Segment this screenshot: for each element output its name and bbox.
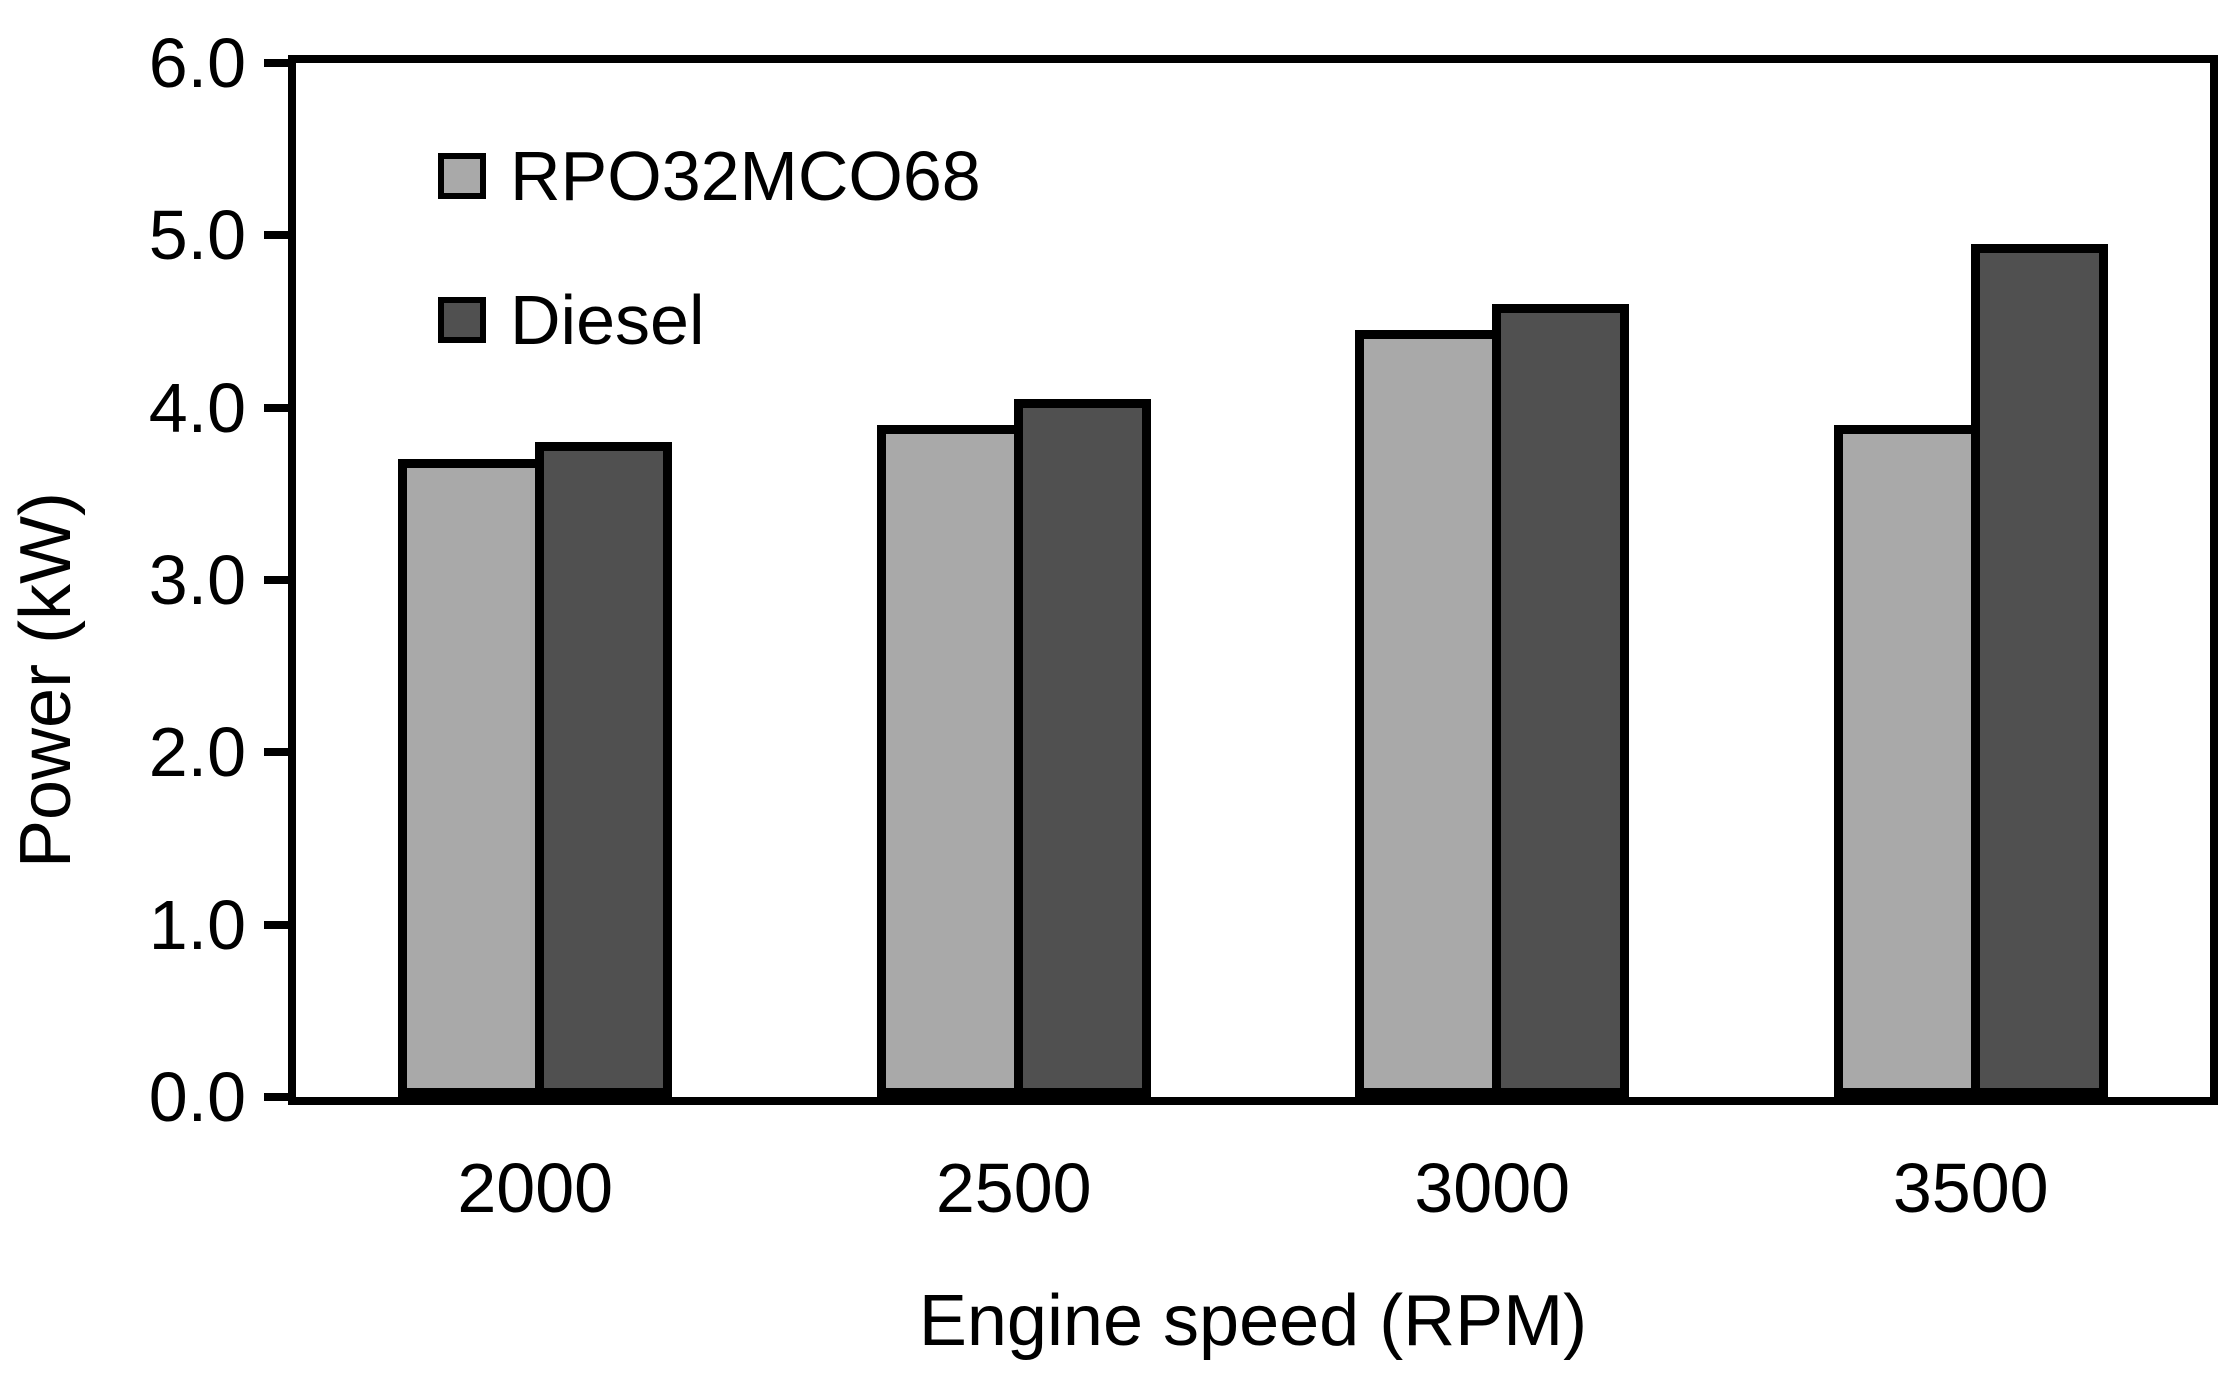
bar-2000-rpo32mco68 bbox=[398, 459, 545, 1097]
legend-swatch-rpo32mco68 bbox=[438, 153, 486, 199]
y-axis-tick bbox=[264, 748, 290, 757]
y-tick-label: 3.0 bbox=[148, 541, 246, 619]
y-tick-label: 6.0 bbox=[148, 24, 246, 102]
y-tick-label: 4.0 bbox=[148, 368, 246, 447]
y-axis-tick bbox=[264, 59, 290, 67]
bar-2500-rpo32mco68 bbox=[876, 425, 1023, 1097]
legend-swatch-diesel bbox=[438, 297, 486, 343]
y-axis-tick bbox=[264, 1093, 290, 1101]
bar-3000-rpo32mco68 bbox=[1355, 330, 1502, 1097]
y-tick-label: 5.0 bbox=[148, 196, 246, 275]
x-tick-label: 3500 bbox=[1892, 1149, 2049, 1227]
x-tick-label: 3000 bbox=[1414, 1149, 1571, 1227]
bar-3500-rpo32mco68 bbox=[1833, 425, 1980, 1097]
bar-2500-diesel bbox=[1013, 399, 1151, 1097]
y-axis-tick bbox=[264, 403, 290, 412]
x-axis-title: Engine speed (RPM) bbox=[918, 1281, 1588, 1361]
x-tick-label: 2500 bbox=[935, 1149, 1092, 1227]
legend-item-diesel: Diesel bbox=[438, 284, 705, 356]
plot-area: RPO32MCO68 Diesel 6.0 5.0 4.0 3.0 2.0 1.0 0.0 bbox=[149, 27, 2218, 1133]
y-tick-label: 0.0 bbox=[148, 1058, 246, 1136]
y-tick-label: 1.0 bbox=[148, 885, 246, 964]
y-axis-tick bbox=[264, 920, 290, 929]
legend-label-diesel: Diesel bbox=[510, 281, 705, 359]
y-axis-title: Power (kW) bbox=[6, 492, 86, 868]
bar-3000-diesel bbox=[1492, 304, 1630, 1097]
x-tick-label: 2000 bbox=[457, 1149, 614, 1227]
legend-item-rpo32mco68: RPO32MCO68 bbox=[438, 140, 981, 212]
y-tick-label: 2.0 bbox=[148, 713, 246, 792]
bar-2000-diesel bbox=[535, 442, 673, 1097]
y-axis-tick bbox=[264, 231, 290, 240]
legend-label-rpo32mco68: RPO32MCO68 bbox=[510, 137, 981, 215]
bar-3500-diesel bbox=[1970, 244, 2108, 1097]
y-axis-tick bbox=[264, 576, 290, 584]
